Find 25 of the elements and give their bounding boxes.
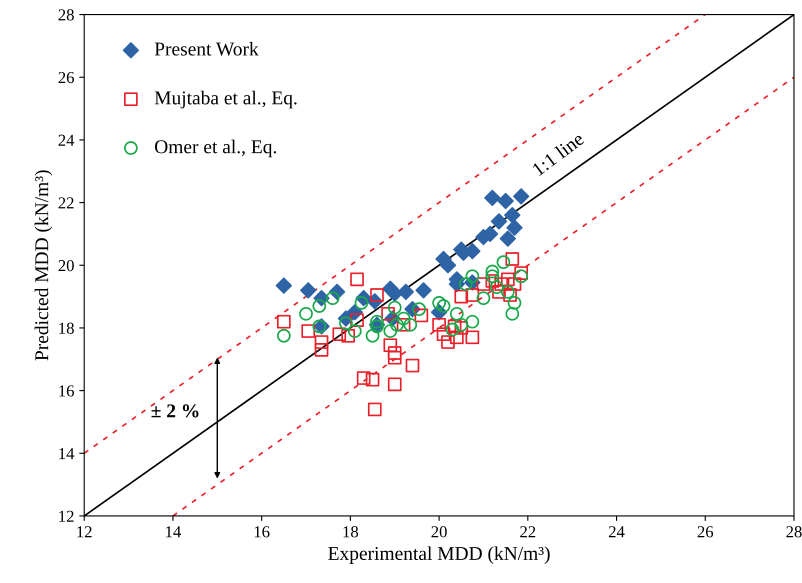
annotation: ± 2 % [152,404,198,418]
x-tick-label: 16 [254,526,270,538]
y-tick-label: 24 [58,134,74,146]
x-tick-label: 26 [698,526,714,538]
y-tick-label: 14 [59,448,74,460]
x-tick-label: 20 [431,526,447,538]
y-tick-label: 20 [58,260,74,272]
y-tick-label: 28 [58,9,74,21]
y-tick-label: 26 [58,72,74,84]
x-tick-label: 22 [520,526,536,538]
x-tick-label: 24 [608,526,625,538]
legend-label: Omer et al., Eq. [155,140,276,158]
y-tick-label: 16 [59,385,74,397]
x-tick-label: 12 [77,526,92,538]
legend-label: Present Work [154,42,259,56]
y-tick-label: 18 [59,322,74,334]
y-axis-title: Predicted MDD (kN/m³) [34,170,52,361]
x-tick-label: 28 [786,526,802,538]
y-tick-label: 12 [59,510,74,522]
annotation: 1:1 line [531,131,585,176]
x-tick-label: 18 [344,526,358,538]
x-tick-label: 14 [166,526,182,538]
legend-label: Mujtaba et al., Eq. [154,90,297,108]
y-tick-label: 22 [58,197,74,208]
x-axis-title: Experimental MDD (kN/m³) [328,546,550,564]
